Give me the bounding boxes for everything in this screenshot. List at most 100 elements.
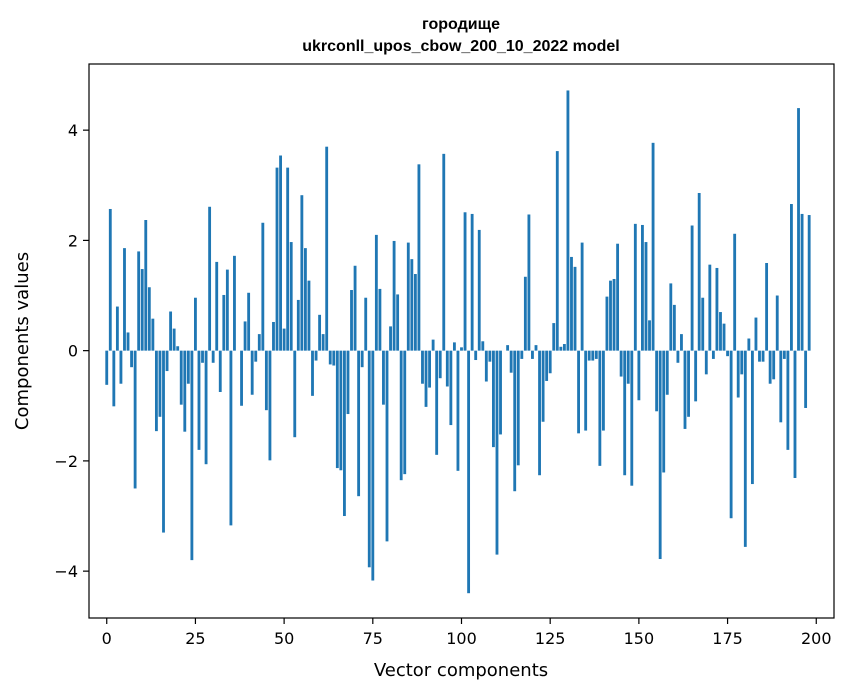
bar	[282, 328, 286, 351]
x-tick-label: 25	[185, 629, 205, 648]
bar	[162, 350, 165, 533]
bar	[367, 350, 371, 568]
bar	[492, 350, 495, 448]
bar	[140, 269, 144, 351]
bar	[105, 350, 109, 385]
bar	[637, 350, 641, 401]
bar	[467, 350, 471, 594]
bar	[580, 242, 584, 351]
bar	[222, 294, 226, 351]
bar	[711, 350, 715, 359]
bar	[293, 350, 297, 438]
bar	[353, 265, 357, 351]
bar	[389, 326, 392, 351]
bar	[399, 350, 403, 481]
bar	[332, 350, 336, 366]
bar	[211, 350, 215, 363]
bar	[566, 90, 570, 351]
bar	[662, 350, 666, 473]
y-tick-label: 0	[68, 342, 78, 361]
bar	[520, 350, 524, 359]
bar	[243, 321, 247, 351]
bar	[790, 204, 793, 351]
y-tick-label: −4	[54, 562, 78, 581]
bar	[481, 341, 485, 351]
bar	[786, 350, 790, 450]
bar	[609, 280, 612, 351]
bar	[286, 167, 290, 351]
bar	[775, 295, 779, 351]
bar	[133, 350, 137, 489]
bar	[527, 214, 531, 351]
bar	[743, 350, 747, 547]
bar	[499, 350, 502, 435]
bar	[123, 248, 126, 351]
bar	[669, 283, 673, 351]
bar	[463, 212, 467, 351]
bar	[165, 350, 169, 372]
bar	[225, 269, 229, 351]
bar	[318, 314, 322, 351]
bar	[360, 350, 364, 368]
bar	[144, 220, 148, 351]
bar	[452, 342, 456, 351]
bar	[438, 350, 442, 379]
bars-group	[105, 90, 811, 594]
bar	[555, 151, 559, 351]
bar	[605, 296, 609, 351]
bar	[183, 350, 187, 432]
bar	[470, 213, 474, 351]
bar	[587, 350, 591, 361]
bar	[208, 206, 212, 351]
y-axis-label: Components values	[12, 252, 33, 430]
bar	[694, 350, 698, 402]
bar	[548, 350, 552, 374]
bar	[364, 297, 368, 351]
bar	[374, 234, 378, 351]
bar	[130, 350, 133, 368]
bar	[495, 350, 499, 555]
bar	[708, 264, 712, 351]
bar	[410, 259, 414, 351]
bar	[421, 350, 424, 384]
bar	[169, 311, 173, 351]
bar	[523, 276, 527, 351]
bar	[782, 350, 786, 359]
bar	[779, 350, 783, 423]
bar	[204, 350, 208, 465]
bar	[754, 317, 758, 351]
bar	[747, 338, 751, 351]
bar	[456, 350, 460, 471]
bar	[435, 350, 439, 455]
bar	[190, 350, 194, 561]
bar	[729, 350, 733, 519]
bar	[339, 350, 343, 471]
bar	[538, 350, 541, 476]
bar	[250, 350, 254, 395]
bar	[545, 350, 549, 381]
bar	[552, 323, 556, 351]
bar	[147, 287, 151, 351]
bar	[573, 266, 577, 351]
bar	[279, 155, 282, 351]
bar	[591, 350, 595, 361]
bar	[648, 320, 651, 351]
bar	[449, 350, 453, 426]
bar	[644, 242, 648, 351]
bar	[623, 350, 627, 476]
bar	[335, 350, 339, 469]
bar	[346, 350, 350, 415]
bar	[272, 321, 275, 351]
y-tick-label: 4	[68, 121, 78, 140]
bar	[307, 280, 311, 351]
bar	[658, 350, 662, 560]
bar	[704, 350, 708, 375]
x-tick-label: 100	[446, 629, 477, 648]
bar	[311, 350, 314, 396]
plot-area-frame	[88, 63, 835, 619]
bar	[233, 255, 236, 351]
chart-title-line1: городище	[422, 16, 500, 33]
bar	[701, 297, 705, 351]
